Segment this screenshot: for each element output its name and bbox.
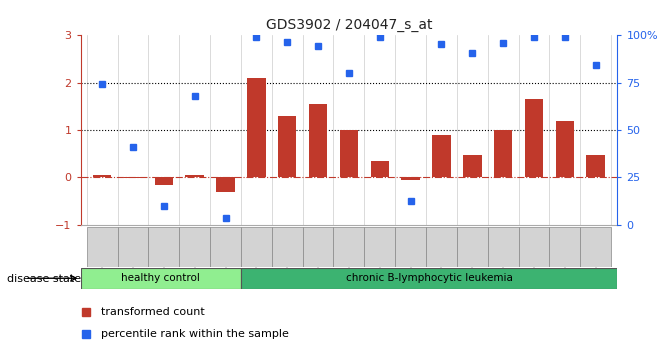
Bar <box>426 227 457 267</box>
Bar <box>364 227 395 267</box>
Bar <box>87 227 117 267</box>
Bar <box>93 175 111 177</box>
Bar <box>148 227 179 267</box>
Bar <box>370 161 389 177</box>
Text: disease state: disease state <box>7 274 81 284</box>
Bar <box>463 155 482 177</box>
Bar <box>556 121 574 177</box>
Bar <box>309 104 327 177</box>
Bar <box>550 227 580 267</box>
Bar <box>123 177 142 178</box>
Bar <box>247 78 266 177</box>
Bar <box>333 227 364 267</box>
Text: chronic B-lymphocytic leukemia: chronic B-lymphocytic leukemia <box>346 273 513 283</box>
Bar <box>494 130 513 177</box>
Bar <box>154 177 173 184</box>
Bar <box>185 175 204 177</box>
Bar <box>488 227 519 267</box>
Bar <box>457 227 488 267</box>
Bar <box>278 116 297 177</box>
Bar <box>340 130 358 177</box>
Bar <box>272 227 303 267</box>
Title: GDS3902 / 204047_s_at: GDS3902 / 204047_s_at <box>266 18 432 32</box>
Text: transformed count: transformed count <box>101 307 205 318</box>
Bar <box>580 227 611 267</box>
Bar <box>395 227 426 267</box>
Bar <box>586 155 605 177</box>
Bar <box>241 268 617 289</box>
Bar <box>525 99 544 177</box>
Bar <box>81 268 241 289</box>
Text: healthy control: healthy control <box>121 273 200 283</box>
Bar <box>303 227 333 267</box>
Bar <box>117 227 148 267</box>
Bar <box>241 227 272 267</box>
Bar <box>519 227 550 267</box>
Bar <box>210 227 241 267</box>
Text: percentile rank within the sample: percentile rank within the sample <box>101 330 289 339</box>
Bar <box>216 177 235 192</box>
Bar <box>401 177 420 180</box>
Bar <box>432 135 451 177</box>
Bar <box>179 227 210 267</box>
